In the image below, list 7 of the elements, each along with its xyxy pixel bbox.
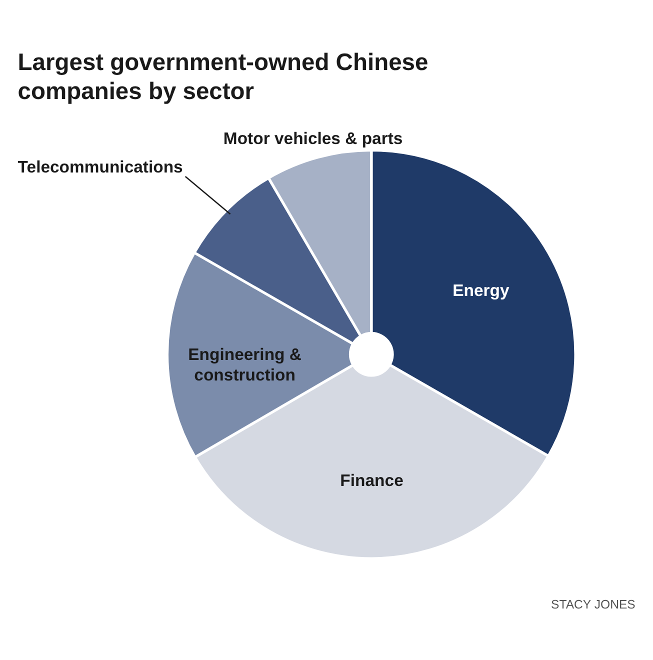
chart-title: Largest government-owned Chinese companies by sector bbox=[18, 48, 428, 105]
slice-label: Motor vehicles & parts bbox=[223, 128, 403, 148]
slice-label: Telecommunications bbox=[18, 157, 183, 176]
slice-label: Energy bbox=[452, 281, 510, 300]
slice-label: Finance bbox=[340, 471, 404, 490]
text: STACY JONES bbox=[551, 598, 636, 612]
slice-label: Engineering & construction bbox=[188, 345, 302, 384]
